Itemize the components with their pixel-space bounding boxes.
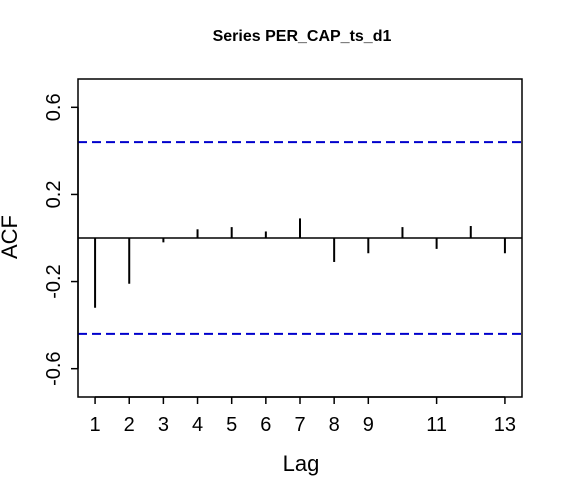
x-tick-label: 1 (90, 414, 101, 436)
x-tick-label: 6 (260, 414, 271, 436)
x-tick-label: 8 (329, 414, 340, 436)
x-tick-label: 5 (226, 414, 237, 436)
acf-bars (94, 218, 506, 308)
y-axis-label: ACF (0, 215, 22, 259)
x-axis-label: Lag (283, 451, 320, 476)
y-tick-label: -0.2 (43, 264, 65, 298)
x-tick-label: 9 (363, 414, 374, 436)
x-tick-label: 13 (494, 414, 516, 436)
x-axis: 1 2 3 4 5 6 7 8 9 11 13 (90, 396, 516, 436)
x-tick-label: 7 (294, 414, 305, 436)
plot-frame (77, 78, 523, 398)
y-tick-label: -0.6 (43, 351, 65, 385)
x-tick-label: 2 (124, 414, 135, 436)
x-tick-label: 3 (158, 414, 169, 436)
x-tick-label: 11 (426, 414, 447, 436)
x-tick-label: 4 (192, 414, 203, 436)
chart-title: Series PER_CAP_ts_d1 (213, 28, 392, 45)
y-tick-label: 0.2 (43, 181, 65, 209)
y-tick-label: 0.6 (43, 93, 65, 121)
y-axis: -0.6 -0.2 0.2 0.6 (43, 93, 79, 386)
